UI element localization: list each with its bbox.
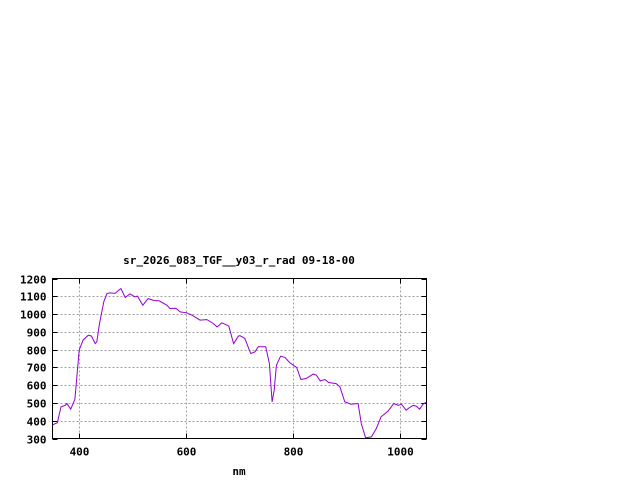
chart-title: sr_2026_083_TGF__y03_r_rad 09-18-00 (123, 254, 355, 267)
x-tick-label: 800 (284, 446, 304, 459)
y-tick-label: 1000 (20, 309, 47, 322)
y-tick-label: 900 (27, 327, 47, 340)
y-tick-label: 1200 (20, 274, 47, 287)
y-tick-label: 300 (27, 434, 47, 447)
series-line (52, 287, 427, 439)
y-tick-label: 700 (27, 362, 47, 375)
y-tick-label: 1100 (20, 291, 47, 304)
y-tick-label: 400 (27, 416, 47, 429)
x-axis-label: nm (232, 465, 246, 478)
y-tick-label: 600 (27, 380, 47, 393)
y-tick-label: 500 (27, 398, 47, 411)
ticks: 400 600 800 1000 300 400 500 600 700 800 900 1000 11… (20, 274, 427, 459)
plot-border (52, 278, 427, 439)
x-tick-label: 600 (177, 446, 197, 459)
x-tick-label: 400 (70, 446, 90, 459)
grid (52, 278, 427, 439)
x-tick-label: 1000 (387, 446, 414, 459)
y-tick-label: 800 (27, 345, 47, 358)
